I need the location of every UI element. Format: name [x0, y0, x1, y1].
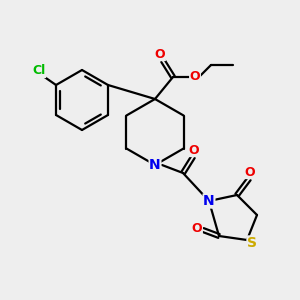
Text: O: O — [189, 143, 199, 157]
Text: S: S — [247, 236, 257, 250]
Text: N: N — [149, 158, 161, 172]
Text: N: N — [203, 194, 215, 208]
Text: O: O — [155, 47, 165, 61]
Text: Cl: Cl — [32, 64, 46, 77]
Text: O: O — [245, 166, 255, 178]
Text: O: O — [192, 223, 202, 236]
Text: O: O — [190, 70, 200, 83]
